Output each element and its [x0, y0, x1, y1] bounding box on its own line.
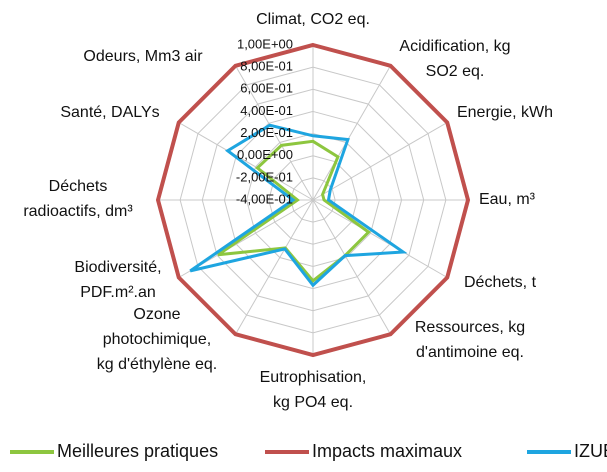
legend-label: Meilleures pratiques [57, 441, 218, 461]
r-tick-label: 0,00E+00 [237, 147, 293, 162]
r-tick-label: 4,00E-01 [240, 103, 293, 118]
legend-label: IZUBA [574, 441, 607, 461]
legend-label: Impacts maximaux [312, 441, 462, 461]
category-label: Eau, m³ [479, 191, 536, 208]
chart: -4,00E-01 -2,00E-01 0,00E+00 2,00E-01 4,00E-… [0, 0, 607, 467]
category-label: PDF.m².an [80, 284, 156, 301]
category-label: Ozone [133, 306, 180, 323]
category-label: Eutrophisation, [260, 369, 367, 386]
category-label: radioactifs, dm³ [23, 203, 133, 220]
category-label: Santé, DALYs [60, 104, 159, 121]
category-label: photochimique, [103, 331, 212, 348]
category-label: d'antimoine eq. [416, 344, 524, 361]
r-tick-label: 6,00E-01 [240, 81, 293, 96]
category-label: Odeurs, Mm3 air [83, 48, 203, 65]
category-label: Climat, CO2 eq. [256, 11, 370, 28]
category-label: Déchets [49, 178, 108, 195]
category-label: Biodiversité, [74, 259, 161, 276]
category-label: Déchets, t [464, 274, 537, 291]
r-tick-label: 8,00E-01 [240, 59, 293, 74]
r-tick-label: 1,00E+00 [237, 36, 293, 51]
category-label: Energie, kWh [457, 104, 553, 121]
r-tick-label: -4,00E-01 [236, 191, 293, 206]
category-label: kg d'éthylène eq. [97, 356, 217, 373]
category-label: SO2 eq. [426, 63, 485, 80]
category-label: Acidification, kg [399, 38, 510, 55]
category-label: kg PO4 eq. [273, 394, 353, 411]
r-tick-label: -2,00E-01 [236, 169, 293, 184]
r-tick-label: 2,00E-01 [240, 125, 293, 140]
category-label: Ressources, kg [415, 319, 525, 336]
